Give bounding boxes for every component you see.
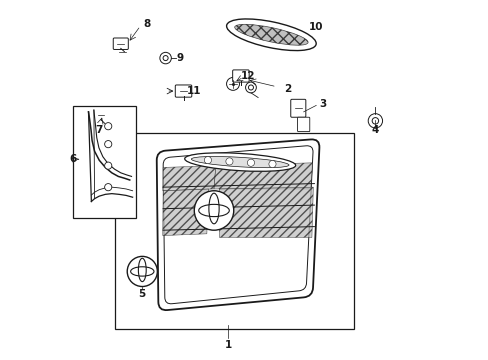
Bar	[115, 134, 353, 329]
Ellipse shape	[234, 24, 307, 45]
Text: 12: 12	[241, 71, 255, 81]
Text: 8: 8	[143, 19, 150, 29]
Circle shape	[247, 159, 254, 166]
Polygon shape	[219, 187, 313, 237]
Text: 11: 11	[186, 86, 201, 96]
Text: 10: 10	[308, 22, 323, 32]
Bar	[73, 107, 136, 218]
Circle shape	[104, 184, 112, 191]
FancyBboxPatch shape	[175, 85, 191, 97]
FancyBboxPatch shape	[93, 110, 108, 121]
Ellipse shape	[191, 157, 288, 168]
Ellipse shape	[184, 153, 295, 171]
Polygon shape	[163, 189, 208, 235]
Polygon shape	[163, 166, 215, 191]
Polygon shape	[214, 163, 312, 189]
Text: 1: 1	[224, 340, 231, 350]
Ellipse shape	[226, 19, 316, 50]
Text: 6: 6	[69, 154, 77, 164]
Text: 7: 7	[95, 125, 102, 135]
Text: 3: 3	[318, 99, 325, 109]
PathPatch shape	[157, 139, 319, 310]
FancyBboxPatch shape	[297, 117, 309, 132]
FancyBboxPatch shape	[232, 70, 249, 82]
Text: 9: 9	[176, 53, 183, 63]
Circle shape	[104, 162, 112, 169]
Circle shape	[104, 140, 112, 148]
Text: 2: 2	[284, 84, 290, 94]
Text: 4: 4	[371, 125, 378, 135]
FancyBboxPatch shape	[290, 99, 305, 117]
Text: 5: 5	[139, 289, 145, 299]
Circle shape	[204, 157, 211, 164]
Circle shape	[268, 161, 276, 168]
Circle shape	[104, 123, 112, 130]
FancyBboxPatch shape	[113, 38, 128, 49]
Circle shape	[127, 256, 157, 287]
Circle shape	[194, 191, 233, 230]
Circle shape	[225, 158, 233, 165]
